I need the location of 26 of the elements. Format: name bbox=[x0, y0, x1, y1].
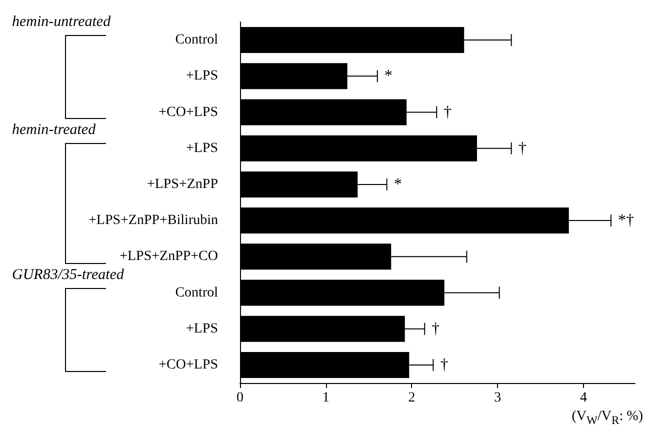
y-tick-label: Control bbox=[175, 32, 218, 48]
data-label: † bbox=[444, 104, 452, 121]
data-label: *† bbox=[618, 212, 634, 230]
x-tick-label: 0 bbox=[236, 390, 244, 406]
data-label: * bbox=[384, 68, 392, 85]
y-tick-label: +LPS bbox=[186, 321, 218, 336]
text: GUR83/35-treated bbox=[12, 266, 124, 284]
data-label: † bbox=[432, 320, 440, 338]
x-tick-label: 3 bbox=[494, 390, 502, 406]
x-axis-title: (V$_{W}$/V$_{R}$: %) bbox=[572, 409, 643, 427]
data-label: † bbox=[518, 140, 526, 157]
y-tick-label: +LPS bbox=[186, 68, 218, 84]
x-tick-label: 2 bbox=[408, 390, 416, 406]
y-tick-label: +LPS+ZnPP+Bilirubin bbox=[88, 213, 218, 228]
y-tick-label: +LPS+ZnPP bbox=[146, 176, 218, 192]
y-tick-label: +CO+LPS bbox=[158, 104, 218, 120]
text: hemin-untreated bbox=[12, 14, 111, 32]
y-tick-label: +LPS bbox=[186, 140, 218, 156]
text: hemin-treated bbox=[12, 122, 96, 140]
y-tick-label: +LPS+ZnPP+CO bbox=[120, 249, 218, 264]
y-tick-label: +CO+LPS bbox=[158, 357, 218, 372]
y-tick-label: Control bbox=[175, 285, 218, 300]
data-label: † bbox=[440, 356, 448, 374]
data-label: * bbox=[394, 176, 402, 193]
x-tick-label: 4 bbox=[580, 390, 587, 406]
x-tick-label: 1 bbox=[322, 390, 330, 406]
